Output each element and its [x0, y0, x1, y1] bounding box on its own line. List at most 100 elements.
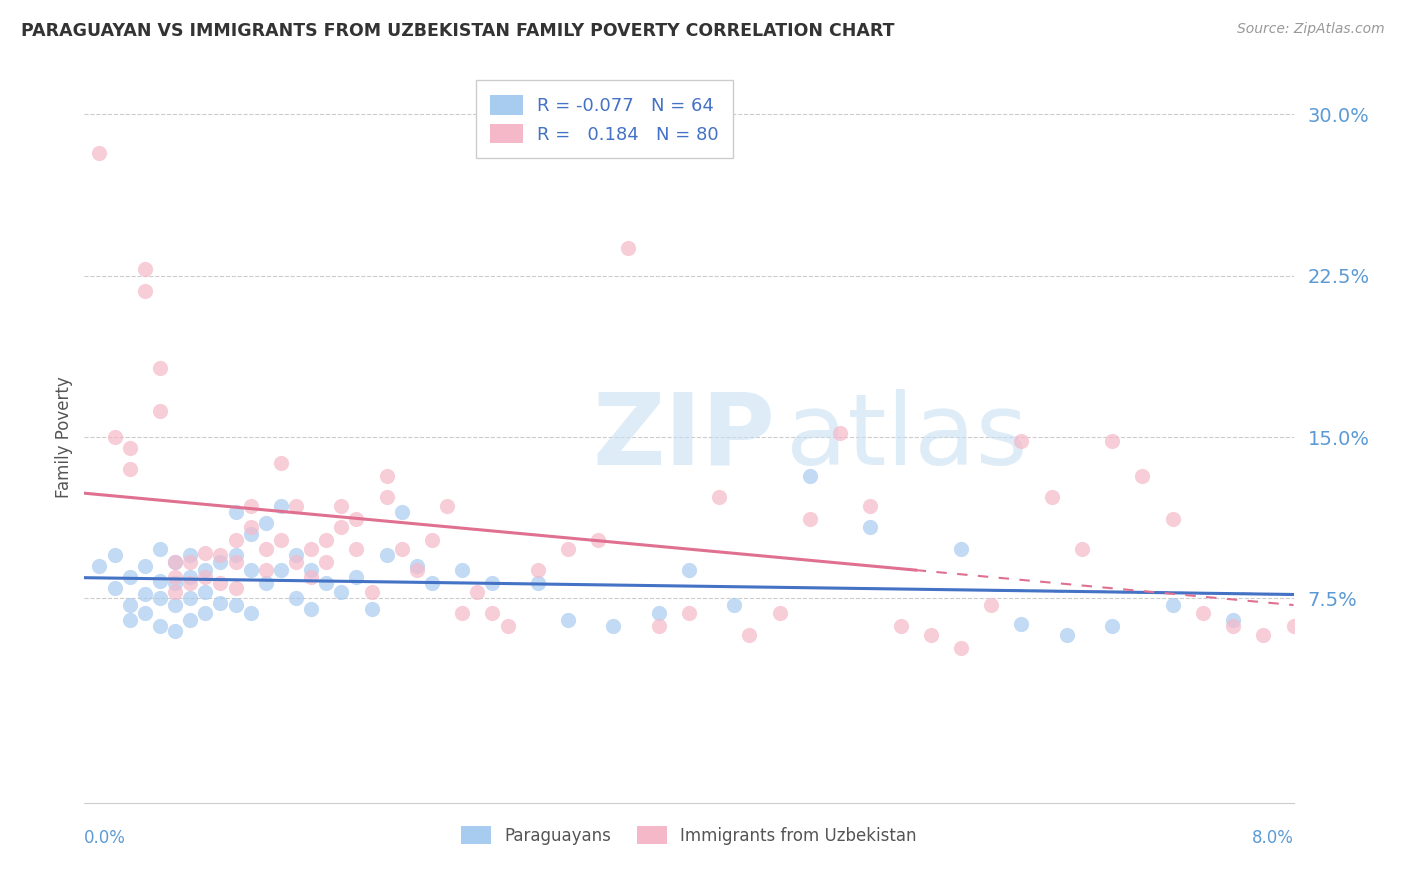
Point: [254, 541, 277, 556]
Point: [285, 499, 308, 513]
Point: [1040, 491, 1063, 505]
Point: [194, 570, 217, 584]
Point: [225, 533, 247, 548]
Point: [481, 576, 503, 591]
Point: [165, 576, 187, 591]
Point: [1374, 628, 1396, 642]
Point: [1161, 512, 1184, 526]
Point: [239, 527, 262, 541]
Point: [330, 499, 353, 513]
Point: [225, 555, 247, 569]
Point: [194, 564, 217, 578]
Point: [859, 520, 882, 534]
Point: [1313, 607, 1336, 621]
Point: [1403, 619, 1406, 633]
Point: [375, 491, 398, 505]
Point: [723, 598, 745, 612]
Point: [209, 549, 232, 563]
Point: [346, 512, 368, 526]
Point: [890, 619, 912, 633]
Point: [149, 619, 172, 633]
Point: [194, 546, 217, 560]
Point: [1343, 640, 1365, 655]
Point: [420, 533, 443, 548]
Point: [299, 564, 322, 578]
Point: [270, 533, 292, 548]
Point: [254, 516, 277, 530]
Point: [165, 624, 187, 638]
Point: [134, 284, 156, 298]
Point: [179, 555, 201, 569]
Point: [950, 640, 973, 655]
Point: [557, 541, 579, 556]
Point: [588, 533, 610, 548]
Point: [179, 591, 201, 606]
Point: [299, 602, 322, 616]
Point: [481, 607, 503, 621]
Point: [391, 505, 413, 519]
Legend: Paraguayans, Immigrants from Uzbekistan: Paraguayans, Immigrants from Uzbekistan: [453, 818, 925, 853]
Point: [602, 619, 624, 633]
Point: [436, 499, 458, 513]
Point: [89, 146, 111, 161]
Point: [165, 598, 187, 612]
Point: [859, 499, 882, 513]
Point: [648, 619, 671, 633]
Point: [299, 541, 322, 556]
Point: [1011, 617, 1033, 632]
Point: [239, 520, 262, 534]
Point: [134, 587, 156, 601]
Point: [104, 430, 127, 444]
Point: [315, 555, 337, 569]
Text: 0.0%: 0.0%: [84, 829, 127, 847]
Point: [360, 602, 382, 616]
Point: [799, 512, 821, 526]
Point: [315, 576, 337, 591]
Point: [209, 596, 232, 610]
Point: [330, 585, 353, 599]
Point: [149, 591, 172, 606]
Point: [738, 628, 761, 642]
Y-axis label: Family Poverty: Family Poverty: [55, 376, 73, 498]
Point: [769, 607, 792, 621]
Text: atlas: atlas: [786, 389, 1028, 485]
Point: [1056, 628, 1078, 642]
Point: [149, 541, 172, 556]
Point: [648, 607, 671, 621]
Point: [799, 468, 821, 483]
Point: [1253, 628, 1275, 642]
Point: [118, 613, 141, 627]
Point: [285, 591, 308, 606]
Point: [1192, 607, 1215, 621]
Point: [165, 555, 187, 569]
Point: [285, 549, 308, 563]
Point: [406, 559, 429, 574]
Point: [557, 613, 579, 627]
Point: [1282, 619, 1305, 633]
Point: [179, 576, 201, 591]
Point: [285, 555, 308, 569]
Point: [209, 576, 232, 591]
Point: [270, 499, 292, 513]
Point: [375, 549, 398, 563]
Point: [391, 541, 413, 556]
Point: [920, 628, 942, 642]
Point: [496, 619, 519, 633]
Point: [420, 576, 443, 591]
Point: [467, 585, 489, 599]
Point: [1222, 613, 1244, 627]
Point: [179, 549, 201, 563]
Point: [149, 404, 172, 418]
Point: [118, 598, 141, 612]
Point: [1161, 598, 1184, 612]
Point: [179, 570, 201, 584]
Point: [980, 598, 1002, 612]
Point: [315, 533, 337, 548]
Point: [330, 520, 353, 534]
Point: [134, 607, 156, 621]
Point: [225, 598, 247, 612]
Point: [360, 585, 382, 599]
Point: [346, 570, 368, 584]
Point: [1132, 468, 1154, 483]
Point: [270, 564, 292, 578]
